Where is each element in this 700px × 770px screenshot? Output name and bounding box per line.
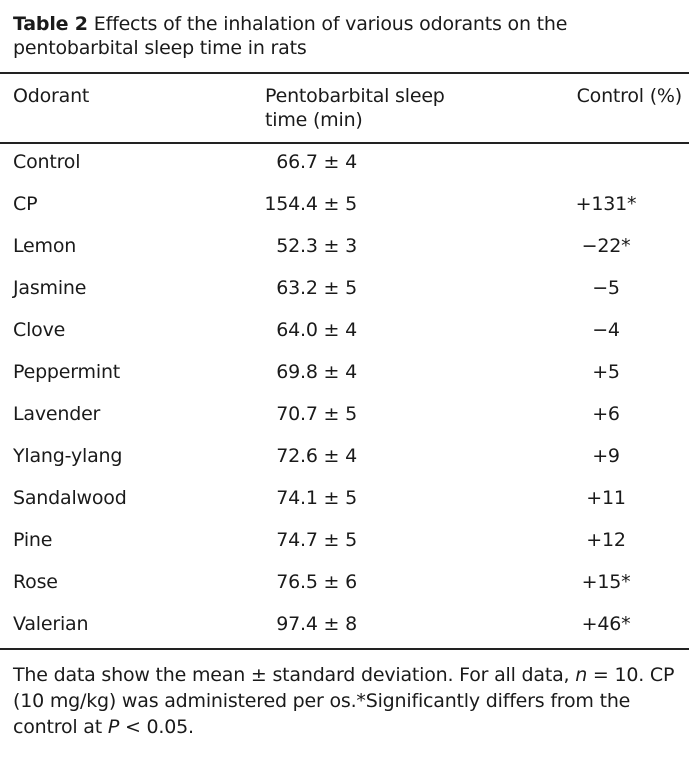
footnote-part3: < 0.05. <box>119 716 194 738</box>
table-caption: Table 2 Effects of the inhalation of vari… <box>13 12 689 60</box>
control-percent-cell: −4 <box>592 319 620 341</box>
odorant-cell: Lemon <box>13 235 77 257</box>
odorant-cell: Rose <box>13 571 58 593</box>
sleep-time-cell: 66.7 ± 4 <box>276 151 357 173</box>
odorant-cell: Ylang-ylang <box>13 445 123 467</box>
header-odorant: Odorant <box>13 85 90 107</box>
odorant-cell: Valerian <box>13 613 89 635</box>
control-percent-cell: +6 <box>592 403 620 425</box>
sleep-time-cell: 72.6 ± 4 <box>276 445 357 467</box>
sleep-time-cell: 63.2 ± 5 <box>276 277 357 299</box>
footnote-part2: = 10. CP (10 mg/kg) was administered per… <box>13 664 675 738</box>
odorant-cell: Control <box>13 151 81 173</box>
footnote-part1: The data show the mean ± standard deviat… <box>13 664 576 686</box>
control-percent-cell: −5 <box>592 277 620 299</box>
header-sleep-time-line1: Pentobarbital sleep <box>265 85 445 107</box>
control-percent-cell: +12 <box>586 529 626 551</box>
header-rule <box>0 142 689 144</box>
footnote-p-symbol: P <box>107 716 120 738</box>
control-percent-cell: +9 <box>592 445 620 467</box>
odorant-cell: CP <box>13 193 38 215</box>
odorant-cell: Pine <box>13 529 53 551</box>
odorant-cell: Sandalwood <box>13 487 127 509</box>
control-percent-cell: −22* <box>581 235 631 257</box>
odorant-cell: Lavender <box>13 403 101 425</box>
sleep-time-cell: 76.5 ± 6 <box>276 571 357 593</box>
odorant-cell: Jasmine <box>13 277 87 299</box>
table-title: Effects of the inhalation of various odo… <box>13 13 568 59</box>
bottom-rule <box>0 648 689 650</box>
sleep-time-cell: 64.0 ± 4 <box>276 319 357 341</box>
footnote-n-symbol: n <box>575 664 588 686</box>
table-label: Table 2 <box>13 13 88 35</box>
control-percent-cell: +5 <box>592 361 620 383</box>
control-percent-cell: +131* <box>575 193 637 215</box>
header-control-percent: Control (%) <box>576 85 683 107</box>
control-percent-cell: +46* <box>581 613 631 635</box>
control-percent-cell: +15* <box>581 571 631 593</box>
header-sleep-time-line2: time (min) <box>265 109 363 131</box>
control-percent-cell: +11 <box>586 487 626 509</box>
sleep-time-cell: 97.4 ± 8 <box>276 613 357 635</box>
sleep-time-cell: 74.7 ± 5 <box>276 529 357 551</box>
table-footnote: The data show the mean ± standard deviat… <box>13 662 683 740</box>
header-sleep-time: Pentobarbital sleep time (min) <box>265 84 445 132</box>
sleep-time-cell: 154.4 ± 5 <box>264 193 357 215</box>
sleep-time-cell: 74.1 ± 5 <box>276 487 357 509</box>
odorant-cell: Peppermint <box>13 361 121 383</box>
top-rule <box>0 72 689 74</box>
sleep-time-cell: 70.7 ± 5 <box>276 403 357 425</box>
sleep-time-cell: 52.3 ± 3 <box>276 235 357 257</box>
sleep-time-cell: 69.8 ± 4 <box>276 361 357 383</box>
odorant-cell: Clove <box>13 319 66 341</box>
